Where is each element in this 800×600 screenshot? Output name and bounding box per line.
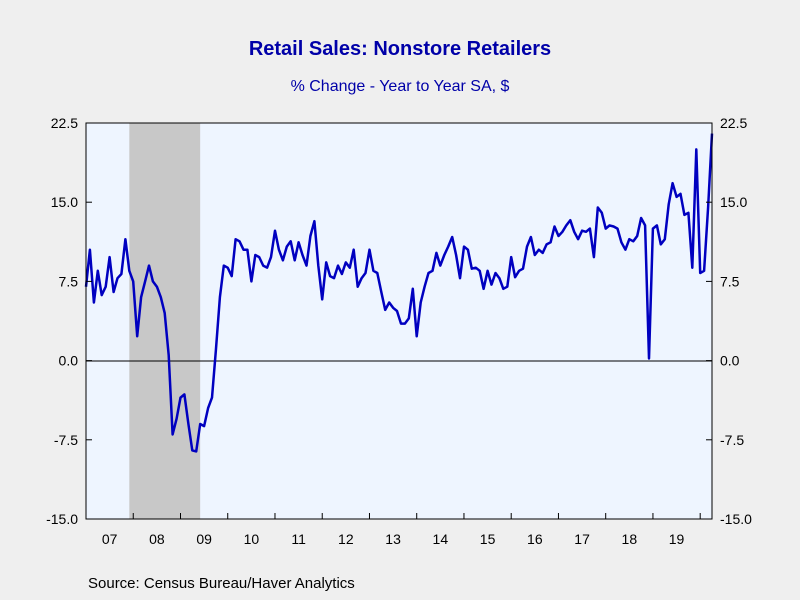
x-tick-label: 19 [669,531,685,547]
x-tick-label: 08 [149,531,165,547]
y-tick-label-left: 7.5 [59,273,79,289]
chart-title: Retail Sales: Nonstore Retailers [248,38,552,60]
x-tick-label: 10 [244,531,260,547]
x-tick-label: 16 [527,531,543,547]
x-tick-label: 17 [574,531,590,547]
y-tick-label-left: 0.0 [59,353,79,369]
y-tick-label-right: -7.5 [720,432,744,448]
y-tick-label-right: 0.0 [720,353,740,369]
source-note: Source: Census Bureau/Haver Analytics [88,575,355,592]
y-tick-label-right: 15.0 [720,194,747,210]
x-tick-label: 13 [385,531,401,547]
y-tick-label-right: 7.5 [720,273,740,289]
y-tick-label-right: 22.5 [720,115,747,131]
y-tick-label-left: 15.0 [51,194,78,210]
x-tick-label: 09 [196,531,212,547]
x-tick-label: 07 [102,531,118,547]
x-tick-label: 15 [480,531,496,547]
x-tick-label: 12 [338,531,354,547]
x-tick-label: 14 [433,531,449,547]
y-tick-label-left: -15.0 [46,511,78,527]
y-tick-label-left: 22.5 [51,115,78,131]
x-tick-label: 18 [622,531,638,547]
plot-frame [85,122,713,520]
series-line [84,133,714,453]
y-tick-label-left: -7.5 [54,432,78,448]
x-tick-label: 11 [291,531,306,547]
chart-subtitle: % Change - Year to Year SA, $ [290,78,510,95]
y-tick-label-right: -15.0 [720,511,752,527]
